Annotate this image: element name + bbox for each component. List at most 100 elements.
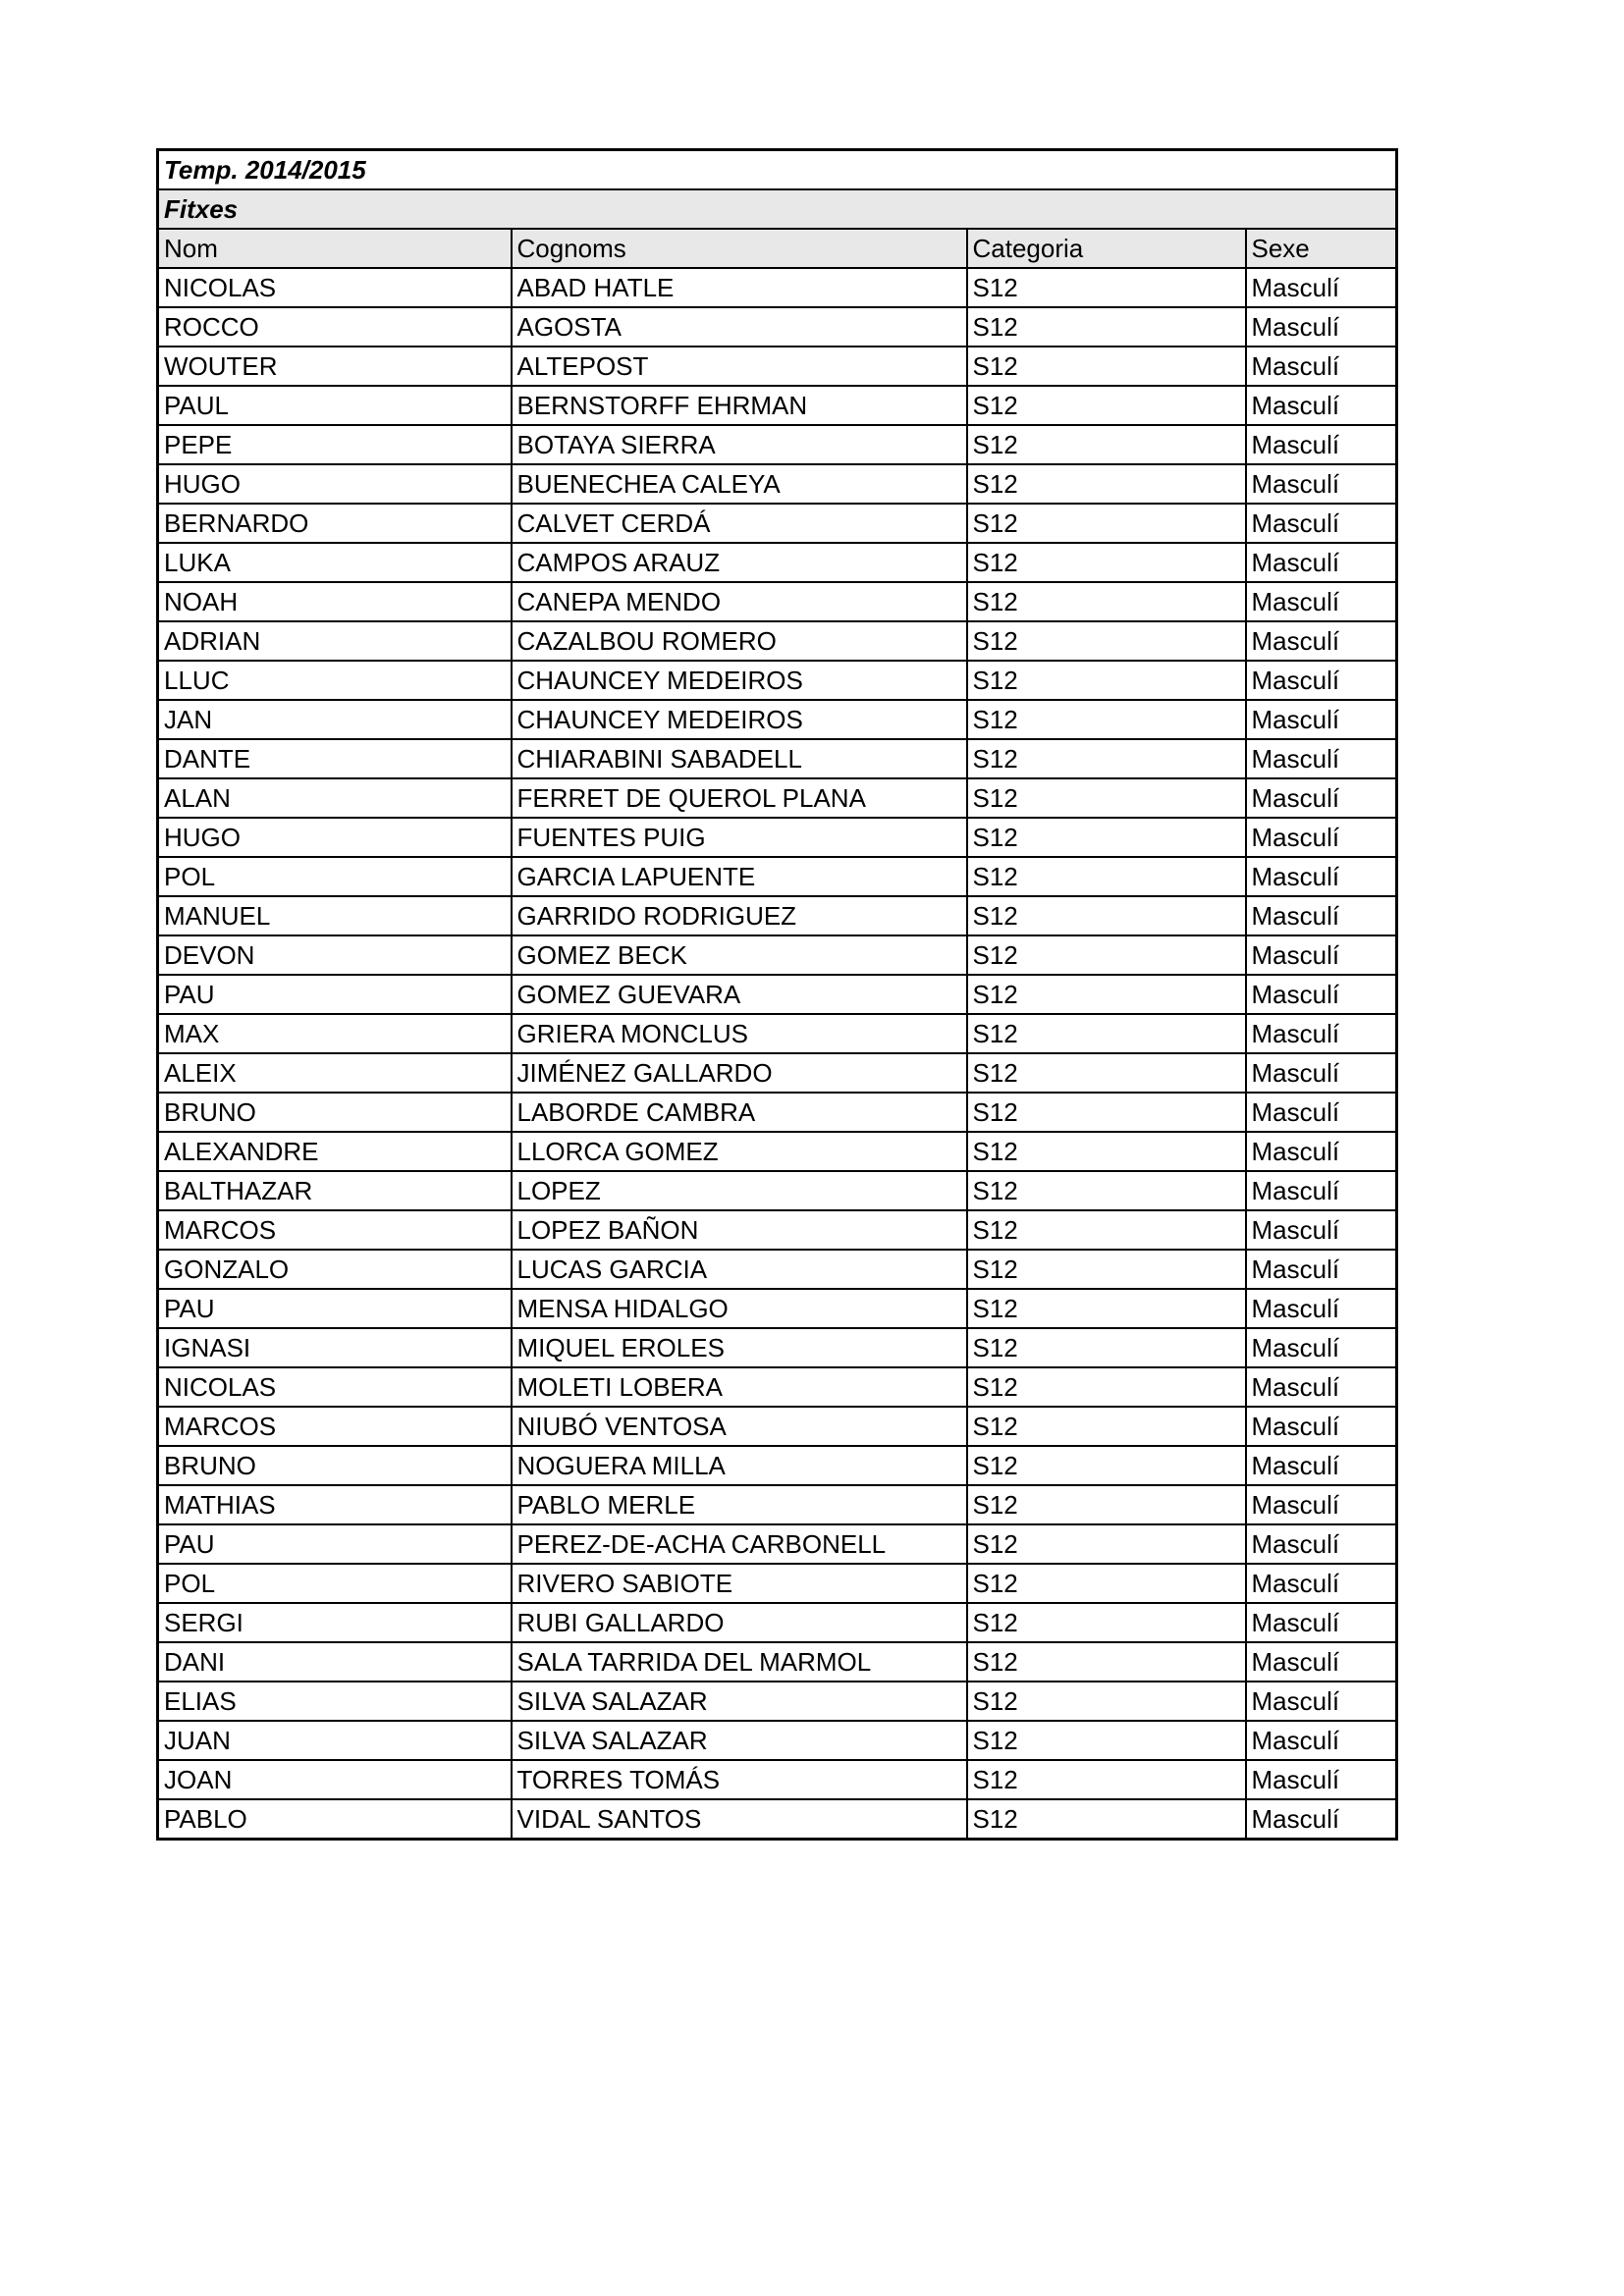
cell-cognoms: LOPEZ	[510, 1170, 968, 1211]
cell-nom: PABLO	[156, 1798, 513, 1841]
table-row: ALEXANDRE LLORCA GOMEZ S12 Masculí	[156, 1131, 1398, 1172]
cell-nom: BALTHAZAR	[156, 1170, 513, 1211]
cell-nom: ALEIX	[156, 1052, 513, 1094]
table-row: PAU GOMEZ GUEVARA S12 Masculí	[156, 974, 1398, 1015]
table-row: HUGO BUENECHEA CALEYA S12 Masculí	[156, 463, 1398, 505]
cell-cognoms: TORRES TOMÁS	[510, 1759, 968, 1800]
table-row: MARCOS NIUBÓ VENTOSA S12 Masculí	[156, 1406, 1398, 1447]
cell-nom: ALEXANDRE	[156, 1131, 513, 1172]
cell-nom: ROCCO	[156, 306, 513, 347]
cell-categoria: S12	[965, 1641, 1247, 1682]
table-row: MARCOS LOPEZ BAÑON S12 Masculí	[156, 1209, 1398, 1251]
cell-categoria: S12	[965, 817, 1247, 858]
cell-nom: JUAN	[156, 1720, 513, 1761]
cell-cognoms: BOTAYA SIERRA	[510, 424, 968, 465]
cell-categoria: S12	[965, 1602, 1247, 1643]
cell-cognoms: CHAUNCEY MEDEIROS	[510, 699, 968, 740]
cell-nom: IGNASI	[156, 1327, 513, 1368]
cell-cognoms: GARCIA LAPUENTE	[510, 856, 968, 897]
table-row: JAN CHAUNCEY MEDEIROS S12 Masculí	[156, 699, 1398, 740]
table-row: ALEIX JIMÉNEZ GALLARDO S12 Masculí	[156, 1052, 1398, 1094]
cell-cognoms: GARRIDO RODRIGUEZ	[510, 895, 968, 936]
cell-cognoms: FERRET DE QUEROL PLANA	[510, 777, 968, 819]
cell-sexe: Masculí	[1244, 1523, 1398, 1565]
cell-categoria: S12	[965, 1052, 1247, 1094]
table-row: ROCCO AGOSTA S12 Masculí	[156, 306, 1398, 347]
cell-categoria: S12	[965, 346, 1247, 387]
cell-cognoms: MENSA HIDALGO	[510, 1288, 968, 1329]
cell-sexe: Masculí	[1244, 385, 1398, 426]
cell-nom: HUGO	[156, 817, 513, 858]
cell-nom: ALAN	[156, 777, 513, 819]
table-row: PEPE BOTAYA SIERRA S12 Masculí	[156, 424, 1398, 465]
cell-cognoms: CAZALBOU ROMERO	[510, 620, 968, 662]
cell-nom: JOAN	[156, 1759, 513, 1800]
cell-sexe: Masculí	[1244, 581, 1398, 622]
cell-categoria: S12	[965, 306, 1247, 347]
cell-nom: POL	[156, 856, 513, 897]
cell-categoria: S12	[965, 660, 1247, 701]
table-row: BRUNO LABORDE CAMBRA S12 Masculí	[156, 1092, 1398, 1133]
cell-nom: PAU	[156, 1523, 513, 1565]
cell-categoria: S12	[965, 699, 1247, 740]
cell-sexe: Masculí	[1244, 1249, 1398, 1290]
cell-nom: DANTE	[156, 738, 513, 779]
cell-sexe: Masculí	[1244, 424, 1398, 465]
cell-cognoms: LOPEZ BAÑON	[510, 1209, 968, 1251]
cell-cognoms: CAMPOS ARAUZ	[510, 542, 968, 583]
cell-nom: PAU	[156, 1288, 513, 1329]
cell-nom: MAX	[156, 1013, 513, 1054]
cell-sexe: Masculí	[1244, 542, 1398, 583]
cell-cognoms: BERNSTORFF EHRMAN	[510, 385, 968, 426]
cell-nom: BRUNO	[156, 1092, 513, 1133]
cell-sexe: Masculí	[1244, 1131, 1398, 1172]
cell-cognoms: ABAD HATLE	[510, 267, 968, 308]
season-title: Temp. 2014/2015	[155, 148, 1399, 190]
cell-categoria: S12	[965, 1327, 1247, 1368]
cell-cognoms: GOMEZ GUEVARA	[510, 974, 968, 1015]
cell-categoria: S12	[965, 777, 1247, 819]
column-header-nom: Nom	[156, 228, 513, 269]
cell-nom: ELIAS	[156, 1681, 513, 1722]
cell-nom: NOAH	[156, 581, 513, 622]
cell-sexe: Masculí	[1244, 1366, 1398, 1408]
cell-nom: NICOLAS	[156, 267, 513, 308]
cell-categoria: S12	[965, 267, 1247, 308]
cell-categoria: S12	[965, 1484, 1247, 1525]
cell-nom: POL	[156, 1563, 513, 1604]
cell-sexe: Masculí	[1244, 856, 1398, 897]
table-row: PAUL BERNSTORFF EHRMAN S12 Masculí	[156, 385, 1398, 426]
cell-categoria: S12	[965, 738, 1247, 779]
cell-sexe: Masculí	[1244, 1406, 1398, 1447]
cell-nom: PAU	[156, 974, 513, 1015]
cell-categoria: S12	[965, 1366, 1247, 1408]
cell-sexe: Masculí	[1244, 346, 1398, 387]
section-title: Fitxes	[156, 188, 1398, 230]
cell-sexe: Masculí	[1244, 1052, 1398, 1094]
cell-nom: BERNARDO	[156, 503, 513, 544]
cell-cognoms: NIUBÓ VENTOSA	[510, 1406, 968, 1447]
cell-sexe: Masculí	[1244, 1209, 1398, 1251]
cell-nom: MATHIAS	[156, 1484, 513, 1525]
cell-nom: GONZALO	[156, 1249, 513, 1290]
cell-nom: BRUNO	[156, 1445, 513, 1486]
cell-sexe: Masculí	[1244, 1092, 1398, 1133]
cell-sexe: Masculí	[1244, 463, 1398, 505]
cell-nom: ADRIAN	[156, 620, 513, 662]
cell-sexe: Masculí	[1244, 738, 1398, 779]
cell-nom: JAN	[156, 699, 513, 740]
cell-sexe: Masculí	[1244, 503, 1398, 544]
table-row: SERGI RUBI GALLARDO S12 Masculí	[156, 1602, 1398, 1643]
table-row: BERNARDO CALVET CERDÁ S12 Masculí	[156, 503, 1398, 544]
cell-cognoms: BUENECHEA CALEYA	[510, 463, 968, 505]
cell-sexe: Masculí	[1244, 1288, 1398, 1329]
cell-cognoms: NOGUERA MILLA	[510, 1445, 968, 1486]
cell-sexe: Masculí	[1244, 1759, 1398, 1800]
cell-cognoms: CHIARABINI SABADELL	[510, 738, 968, 779]
table-row: DEVON GOMEZ BECK S12 Masculí	[156, 934, 1398, 976]
table-row: WOUTER ALTEPOST S12 Masculí	[156, 346, 1398, 387]
cell-nom: LLUC	[156, 660, 513, 701]
cell-cognoms: LLORCA GOMEZ	[510, 1131, 968, 1172]
table-row: DANTE CHIARABINI SABADELL S12 Masculí	[156, 738, 1398, 779]
cell-cognoms: RIVERO SABIOTE	[510, 1563, 968, 1604]
